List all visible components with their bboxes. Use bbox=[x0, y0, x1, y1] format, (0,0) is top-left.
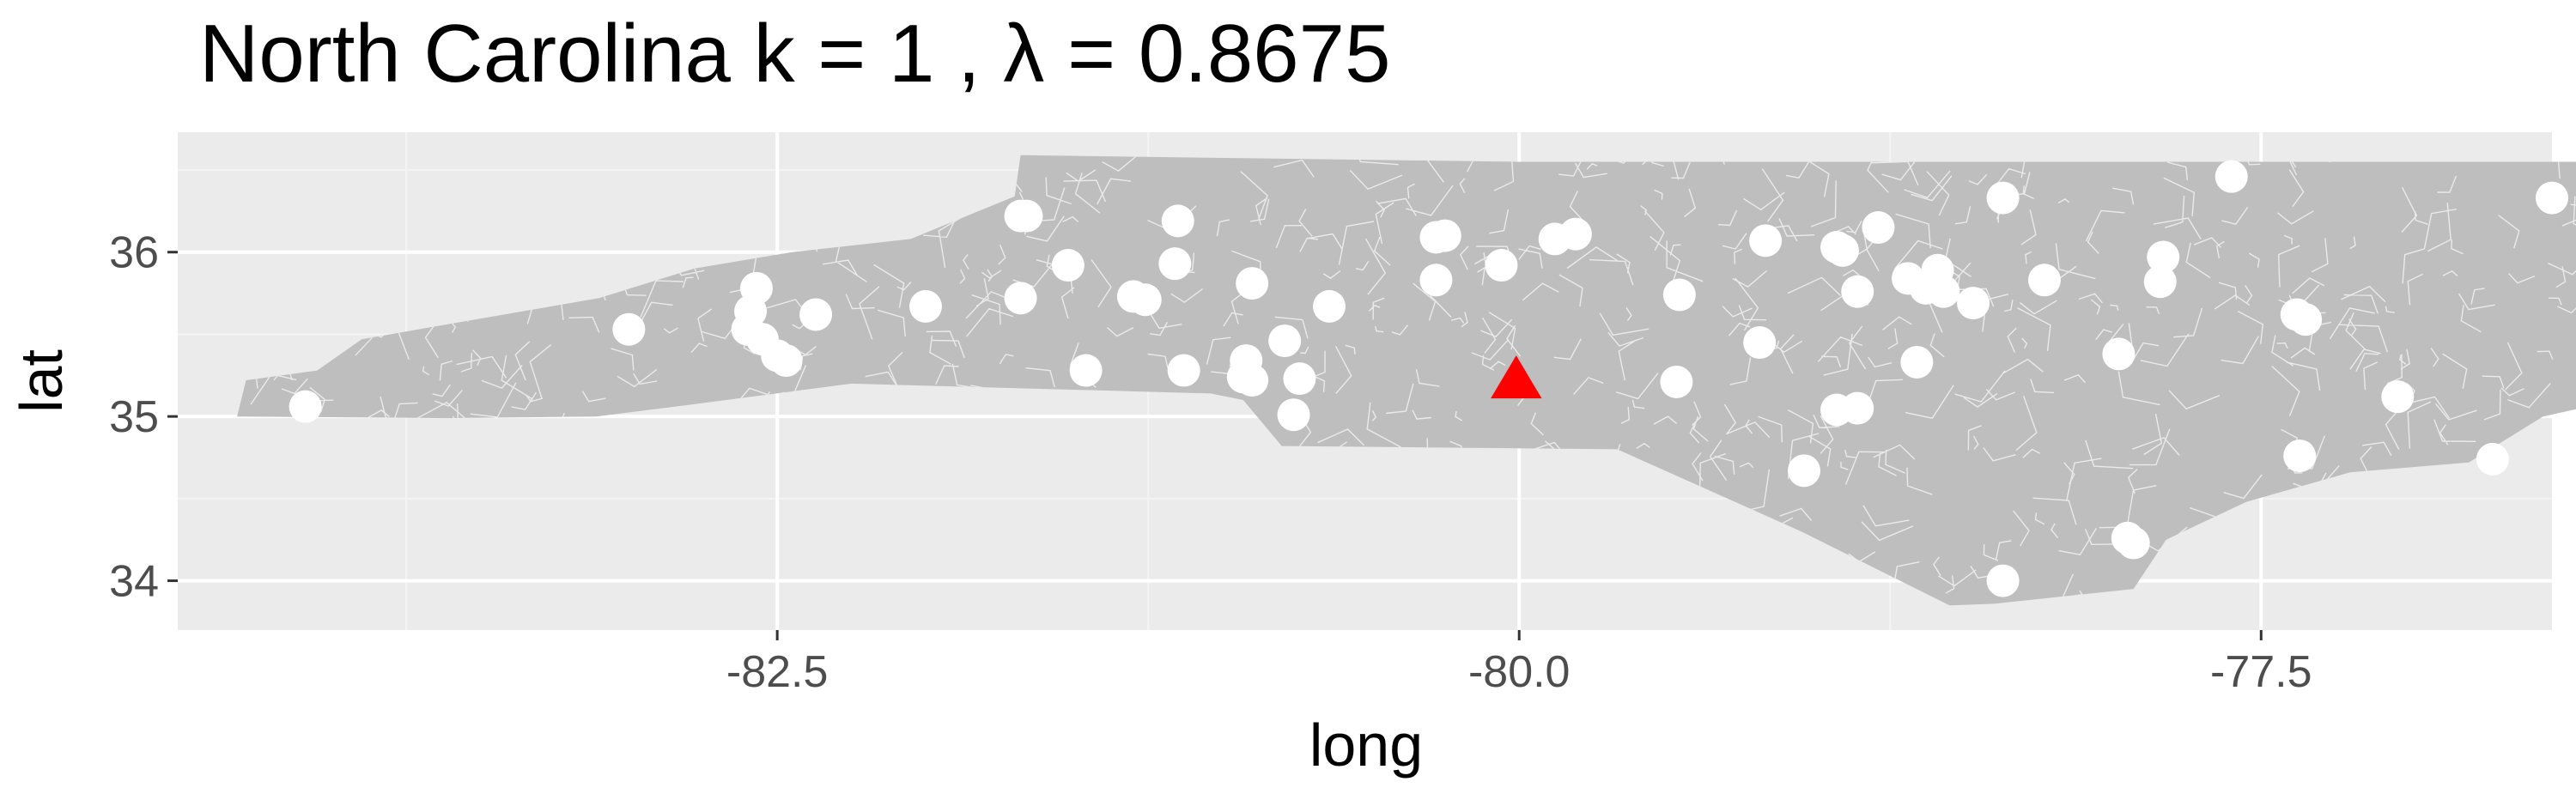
x-axis: -82.5 -80.0 -77.5 bbox=[726, 630, 2312, 697]
data-point bbox=[1004, 282, 1037, 315]
data-point bbox=[1283, 362, 1316, 396]
data-point bbox=[289, 390, 322, 423]
data-point bbox=[2102, 337, 2136, 371]
north-carolina-shape bbox=[237, 155, 2576, 606]
data-point bbox=[1957, 287, 1990, 320]
data-point bbox=[2147, 240, 2180, 274]
data-point bbox=[1167, 354, 1200, 387]
y-axis-title: lat bbox=[8, 349, 75, 413]
data-point bbox=[2476, 442, 2509, 476]
data-point bbox=[1841, 275, 1874, 308]
data-point bbox=[2027, 264, 2061, 297]
data-point bbox=[1927, 275, 1960, 308]
triangle-marker bbox=[1491, 355, 1542, 399]
data-point bbox=[1558, 217, 1592, 251]
data-point bbox=[1662, 278, 1696, 312]
data-point bbox=[1069, 354, 1103, 387]
data-point bbox=[1826, 233, 1859, 267]
census-tract-borders bbox=[237, 155, 2576, 606]
data-points bbox=[289, 160, 2568, 597]
data-point bbox=[1841, 391, 1874, 425]
data-point bbox=[1010, 199, 1043, 233]
y-tick-label: 35 bbox=[109, 392, 159, 442]
x-tick-label: -77.5 bbox=[2210, 647, 2312, 697]
data-point bbox=[1268, 324, 1302, 358]
y-tick-label: 36 bbox=[109, 228, 159, 278]
data-point bbox=[1986, 181, 2020, 215]
data-point bbox=[1128, 283, 1162, 317]
data-point bbox=[2143, 265, 2177, 299]
data-point bbox=[1485, 249, 1518, 282]
data-point bbox=[769, 344, 803, 378]
data-point bbox=[2381, 380, 2415, 414]
data-point bbox=[1743, 326, 1777, 360]
data-point bbox=[612, 312, 646, 346]
data-point bbox=[1236, 364, 1269, 397]
data-point bbox=[1862, 211, 1895, 245]
data-point bbox=[2283, 439, 2317, 473]
data-point bbox=[1051, 249, 1084, 282]
data-point bbox=[2536, 181, 2568, 215]
data-point bbox=[1788, 454, 1821, 488]
target-marker bbox=[1491, 355, 1542, 399]
data-point bbox=[1313, 289, 1346, 323]
data-point bbox=[1236, 267, 1269, 300]
data-point bbox=[908, 289, 942, 323]
y-tick-label: 34 bbox=[109, 557, 159, 607]
data-point bbox=[2289, 303, 2323, 336]
data-point bbox=[1158, 247, 1192, 281]
data-point bbox=[2117, 526, 2150, 560]
data-point bbox=[1660, 365, 1693, 398]
data-point bbox=[1161, 204, 1194, 238]
y-axis: 34 35 36 bbox=[109, 228, 178, 607]
data-point bbox=[1419, 264, 1453, 297]
data-point bbox=[1986, 564, 2020, 597]
x-axis-title: long bbox=[1309, 712, 1423, 779]
x-tick-label: -82.5 bbox=[726, 647, 829, 697]
data-point bbox=[799, 298, 833, 331]
plot-title: North Carolina k = 1 , λ = 0.8675 bbox=[199, 8, 1390, 100]
data-point bbox=[1428, 219, 1461, 252]
data-point bbox=[1749, 224, 1783, 258]
data-point bbox=[1900, 345, 1934, 379]
data-point bbox=[1277, 398, 1310, 432]
x-tick-label: -80.0 bbox=[1468, 647, 1571, 697]
data-point bbox=[2215, 160, 2248, 193]
